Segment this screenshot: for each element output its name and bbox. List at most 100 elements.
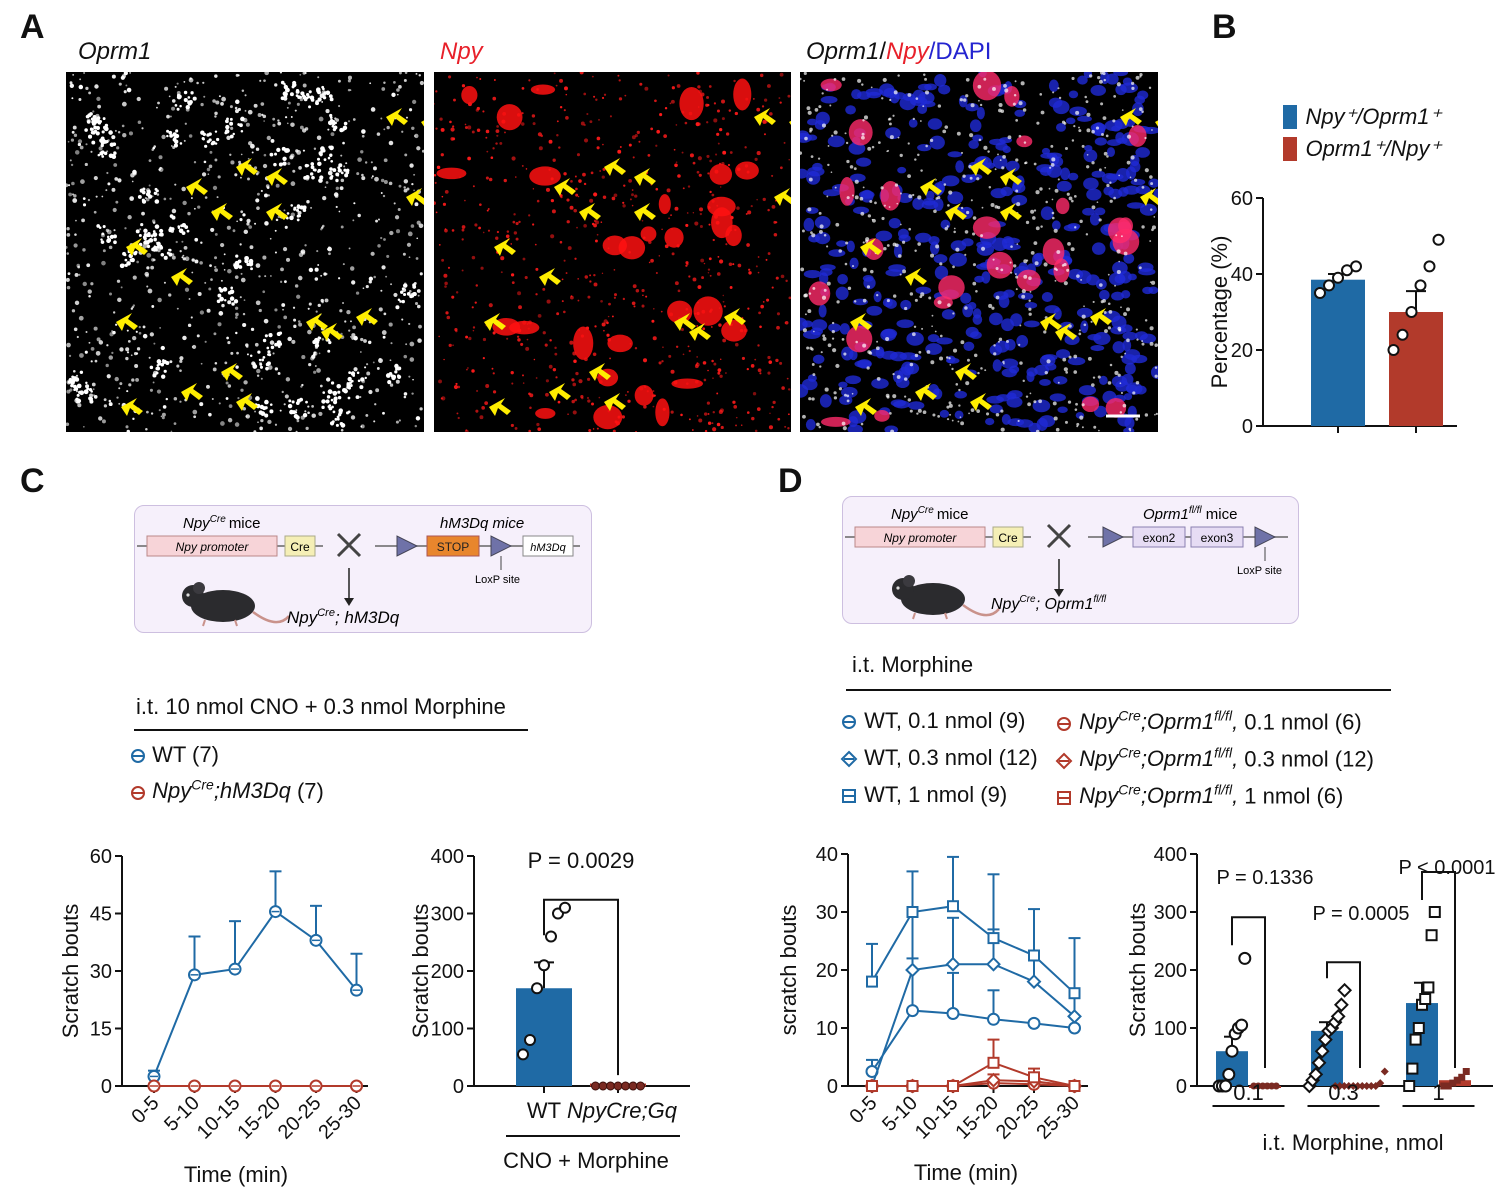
- signal-dot: [1075, 110, 1080, 115]
- signal-dot: [129, 258, 134, 262]
- chart-d-bar-point: [1225, 1044, 1239, 1058]
- signal-dot: [566, 220, 570, 224]
- signal-dot: [1153, 216, 1156, 218]
- signal-dot: [729, 286, 733, 289]
- schema-c-promoter-label: Npy promoter: [176, 540, 250, 554]
- signal-dot: [344, 320, 347, 323]
- signal-dot: [1109, 363, 1113, 367]
- nucleus: [1040, 206, 1054, 221]
- signal-dot: [217, 322, 222, 327]
- signal-dot: [383, 312, 387, 316]
- chart-d-line-y-tick-label: 20: [816, 960, 838, 982]
- signal-dot: [95, 117, 100, 123]
- signal-dot: [114, 376, 119, 382]
- signal-dot: [1067, 241, 1071, 246]
- signal-dot: [513, 231, 518, 235]
- signal-dot: [352, 118, 356, 121]
- signal-dot: [361, 129, 366, 134]
- signal-dot: [72, 376, 77, 381]
- signal-dot: [199, 310, 205, 315]
- signal-dot: [283, 280, 287, 284]
- signal-dot: [398, 72, 402, 75]
- signal-dot: [953, 230, 956, 234]
- nucleus: [1111, 125, 1121, 132]
- signal-dot: [595, 220, 599, 225]
- signal-dot: [1081, 314, 1086, 319]
- nucleus: [917, 83, 932, 91]
- signal-dot: [300, 385, 303, 388]
- signal-dot: [221, 262, 225, 265]
- signal-dot: [587, 295, 591, 299]
- signal-dot: [181, 231, 186, 235]
- arrow-annotation: [604, 393, 626, 411]
- signal-dot: [373, 166, 377, 171]
- signal-dot: [472, 326, 476, 329]
- signal-dot: [126, 351, 130, 354]
- signal-dot: [317, 303, 321, 307]
- signal-dot: [257, 113, 262, 117]
- cell-body: [938, 275, 965, 300]
- signal-dot: [823, 288, 827, 292]
- arrow-annotation: [724, 308, 746, 326]
- signal-dot: [417, 294, 420, 297]
- signal-dot: [229, 153, 232, 156]
- signal-dot: [886, 150, 888, 153]
- signal-dot: [1070, 247, 1075, 252]
- signal-dot: [576, 226, 578, 229]
- chart-b-point: [1387, 344, 1400, 356]
- signal-dot: [106, 238, 112, 243]
- signal-dot: [488, 303, 493, 308]
- signal-dot: [305, 174, 310, 180]
- signal-dot: [804, 313, 807, 316]
- signal-dot: [78, 98, 82, 101]
- signal-dot: [356, 371, 360, 375]
- signal-dot: [444, 228, 447, 230]
- chart-d-bar-point: [1340, 1082, 1349, 1090]
- signal-dot: [911, 332, 916, 337]
- signal-dot: [158, 409, 161, 412]
- signal-dot: [845, 241, 849, 245]
- signal-dot: [992, 258, 995, 261]
- chart-d-line-y-tick-label: 10: [816, 1018, 838, 1040]
- signal-dot: [278, 342, 283, 346]
- chart-d-bar-point: [1219, 1079, 1233, 1093]
- signal-dot: [452, 344, 454, 347]
- signal-dot: [748, 268, 751, 271]
- chart-d-bar-point: [1238, 951, 1252, 965]
- signal-dot: [513, 213, 516, 216]
- signal-dot: [495, 142, 498, 145]
- signal-dot: [106, 235, 110, 239]
- signal-dot: [396, 88, 400, 92]
- signal-dot: [176, 82, 179, 85]
- signal-dot: [632, 284, 637, 289]
- signal-dot: [100, 150, 105, 154]
- title-merge-oprm1: Oprm1: [806, 38, 880, 65]
- signal-dot: [861, 83, 864, 86]
- signal-dot: [405, 116, 409, 119]
- signal-dot: [330, 381, 335, 385]
- signal-dot: [802, 229, 805, 233]
- signal-dot: [522, 257, 526, 261]
- signal-dot: [592, 352, 597, 357]
- signal-dot: [408, 289, 412, 293]
- signal-dot: [580, 395, 584, 399]
- signal-dot: [1048, 187, 1051, 190]
- signal-dot: [155, 371, 159, 375]
- signal-dot: [117, 297, 122, 303]
- signal-dot: [185, 105, 190, 110]
- signal-dot: [435, 211, 438, 214]
- signal-dot: [166, 129, 170, 133]
- signal-dot: [109, 292, 113, 296]
- signal-dot: [274, 152, 277, 156]
- signal-dot: [378, 358, 383, 364]
- nucleus: [820, 95, 838, 104]
- signal-dot: [397, 298, 401, 301]
- signal-dot: [200, 130, 205, 135]
- signal-dot: [227, 417, 233, 423]
- circle-marker-icon: [842, 715, 856, 730]
- signal-dot: [363, 339, 367, 343]
- signal-dot: [436, 165, 441, 170]
- signal-dot: [299, 397, 304, 402]
- signal-dot: [534, 243, 537, 246]
- signal-dot: [1121, 109, 1124, 111]
